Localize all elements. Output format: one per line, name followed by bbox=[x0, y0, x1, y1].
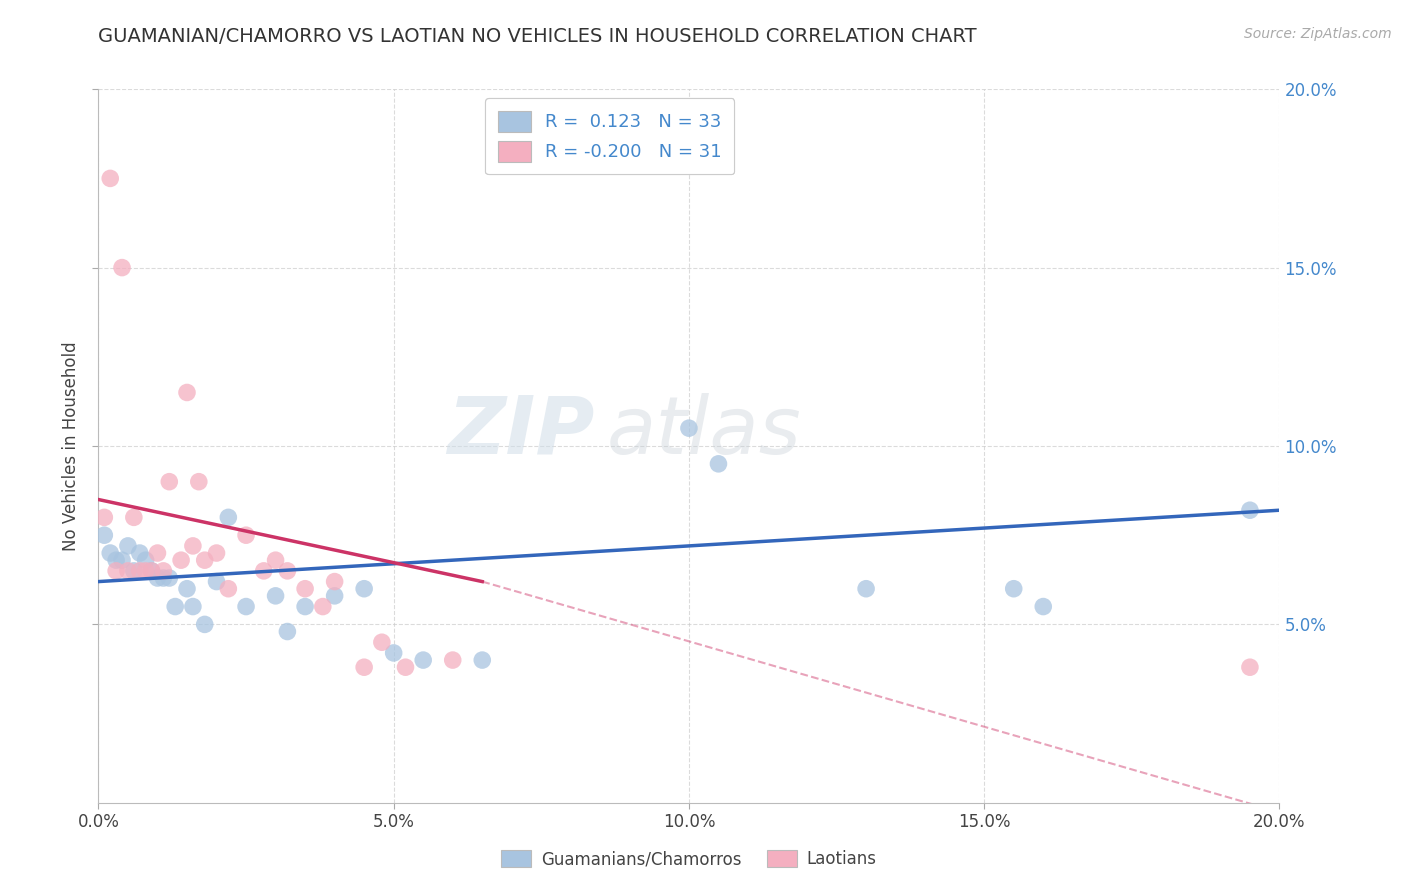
Point bbox=[141, 564, 163, 578]
Point bbox=[194, 617, 217, 632]
Point bbox=[1032, 599, 1054, 614]
Y-axis label: No Vehicles in Household: No Vehicles in Household bbox=[62, 341, 80, 551]
Text: GUAMANIAN/CHAMORRO VS LAOTIAN NO VEHICLES IN HOUSEHOLD CORRELATION CHART: GUAMANIAN/CHAMORRO VS LAOTIAN NO VEHICLE… bbox=[98, 27, 977, 45]
Point bbox=[253, 564, 276, 578]
Point bbox=[294, 582, 316, 596]
Point bbox=[323, 574, 346, 589]
Point bbox=[1002, 582, 1025, 596]
Point bbox=[205, 546, 228, 560]
Point bbox=[471, 653, 494, 667]
Point bbox=[122, 510, 145, 524]
Point bbox=[170, 553, 193, 567]
Text: ZIP: ZIP bbox=[447, 392, 595, 471]
Point bbox=[441, 653, 464, 667]
Point bbox=[165, 599, 187, 614]
Point bbox=[128, 564, 150, 578]
Point bbox=[412, 653, 434, 667]
Point bbox=[235, 599, 257, 614]
Point bbox=[276, 624, 298, 639]
Point bbox=[217, 510, 239, 524]
Point bbox=[181, 599, 204, 614]
Point bbox=[1239, 660, 1261, 674]
Point bbox=[146, 571, 169, 585]
Point bbox=[146, 546, 169, 560]
Point bbox=[122, 564, 145, 578]
Point bbox=[1239, 503, 1261, 517]
Point bbox=[111, 553, 134, 567]
Point bbox=[135, 564, 157, 578]
Point bbox=[264, 589, 287, 603]
Text: atlas: atlas bbox=[606, 392, 801, 471]
Point bbox=[294, 599, 316, 614]
Point bbox=[111, 260, 134, 275]
Point bbox=[98, 546, 121, 560]
Point bbox=[135, 553, 157, 567]
Point bbox=[157, 475, 180, 489]
Point bbox=[353, 582, 375, 596]
Point bbox=[323, 589, 346, 603]
Point bbox=[194, 553, 217, 567]
Point bbox=[678, 421, 700, 435]
Point bbox=[264, 553, 287, 567]
Point bbox=[105, 564, 128, 578]
Point bbox=[855, 582, 877, 596]
Point bbox=[152, 571, 174, 585]
Point bbox=[276, 564, 298, 578]
Point bbox=[312, 599, 335, 614]
Point bbox=[707, 457, 730, 471]
Point bbox=[141, 564, 163, 578]
Point bbox=[176, 385, 198, 400]
Point bbox=[128, 546, 150, 560]
Text: Source: ZipAtlas.com: Source: ZipAtlas.com bbox=[1244, 27, 1392, 41]
Legend: Guamanians/Chamorros, Laotians: Guamanians/Chamorros, Laotians bbox=[495, 843, 883, 875]
Point bbox=[157, 571, 180, 585]
Point bbox=[394, 660, 416, 674]
Point bbox=[176, 582, 198, 596]
Point bbox=[382, 646, 405, 660]
Point bbox=[205, 574, 228, 589]
Point bbox=[235, 528, 257, 542]
Point bbox=[117, 539, 139, 553]
Point bbox=[93, 528, 115, 542]
Point bbox=[93, 510, 115, 524]
Point bbox=[187, 475, 209, 489]
Point bbox=[105, 553, 128, 567]
Point bbox=[353, 660, 375, 674]
Point bbox=[98, 171, 121, 186]
Point bbox=[181, 539, 204, 553]
Point bbox=[217, 582, 239, 596]
Point bbox=[117, 564, 139, 578]
Point bbox=[152, 564, 174, 578]
Legend: R =  0.123   N = 33, R = -0.200   N = 31: R = 0.123 N = 33, R = -0.200 N = 31 bbox=[485, 98, 734, 174]
Point bbox=[371, 635, 394, 649]
